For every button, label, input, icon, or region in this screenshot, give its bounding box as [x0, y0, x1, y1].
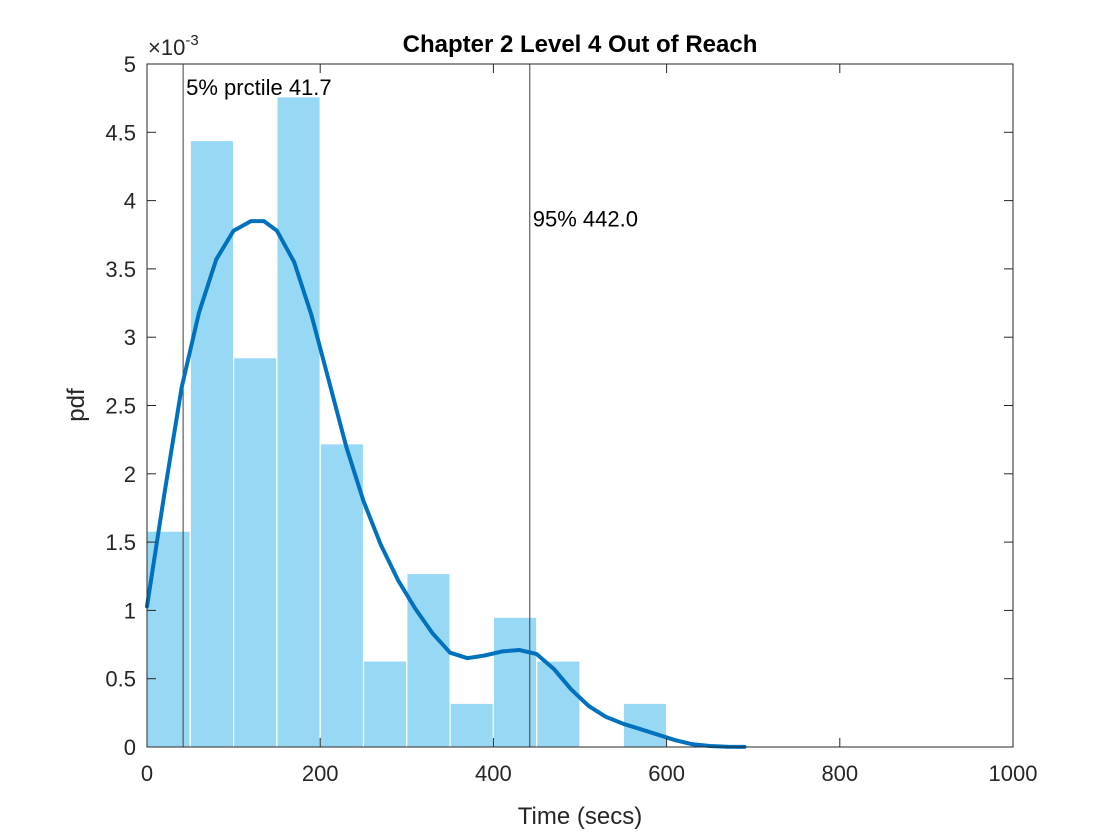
y-tick-label: 4: [124, 189, 136, 214]
y-exponent-base: ×10: [148, 35, 185, 60]
percentile-annotation: 5% prctile 41.7: [186, 75, 332, 100]
y-tick-label: 4.5: [105, 120, 136, 145]
x-axis-label: Time (secs): [518, 803, 642, 830]
histogram-bar: [233, 357, 278, 748]
y-tick-label: 2.5: [105, 394, 136, 419]
histogram-bar: [362, 660, 408, 748]
y-tick-label: 0.5: [105, 667, 136, 692]
histogram-bar: [406, 572, 451, 748]
histogram-bar: [276, 96, 321, 748]
y-tick-label: 3.5: [105, 257, 136, 282]
histogram-bar: [319, 443, 365, 748]
density-curve-group: [145, 219, 747, 749]
y-tick-label: 5: [124, 52, 136, 77]
y-tick-label: 3: [124, 325, 136, 350]
y-tick-label: 1.5: [105, 530, 136, 555]
histogram-bar: [449, 702, 495, 748]
y-tick-label: 2: [124, 462, 136, 487]
x-tick-label: 200: [302, 761, 339, 786]
density-curve: [145, 219, 747, 749]
percentile-annotations: 5% prctile 41.7 95% 442.0: [186, 75, 638, 231]
y-exponent-power: -3: [185, 32, 198, 49]
x-tick-label: 400: [475, 761, 512, 786]
x-tick-label: 1000: [989, 761, 1038, 786]
x-tick-label: 800: [821, 761, 858, 786]
chart-title: Chapter 2 Level 4 Out of Reach: [403, 31, 758, 58]
histogram-bar: [189, 139, 235, 748]
x-axis-ticks: 0 200 400 600 800 1000: [141, 64, 1038, 786]
percentile-annotation: 95% 442.0: [533, 206, 638, 231]
y-axis-exponent: ×10-3: [148, 32, 199, 60]
y-tick-label: 1: [124, 598, 136, 623]
percentile-lines: [182, 64, 531, 747]
y-tick-label: 0: [124, 735, 136, 760]
y-axis-ticks: 0 0.5 1 1.5 2 2.5 3 3.5 4 4.5 5: [105, 52, 1013, 760]
y-axis-label: pdf: [63, 388, 90, 422]
x-tick-label: 0: [141, 761, 153, 786]
x-tick-label: 600: [648, 761, 685, 786]
